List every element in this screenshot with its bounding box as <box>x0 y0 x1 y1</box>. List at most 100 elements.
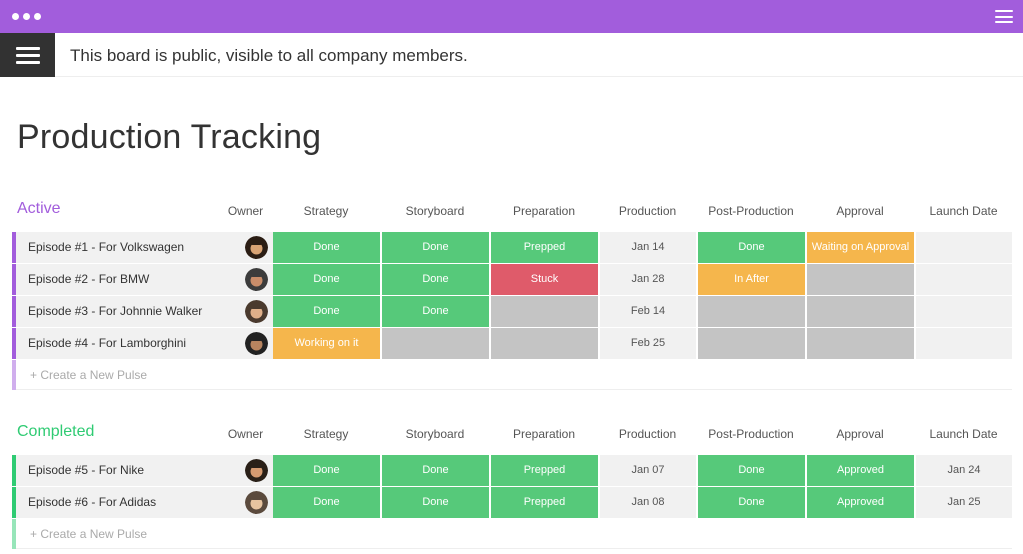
column-header-launch-date[interactable]: Launch Date <box>929 204 998 218</box>
table-row[interactable]: Episode #6 - For Adidas Done Done Prepped Ja… <box>12 487 1012 519</box>
pulse-name[interactable]: Episode #1 - For Volkswagen <box>16 232 231 263</box>
group-header: Completed Owner Strategy Storyboard Preparat… <box>0 423 1023 445</box>
post-status-cell[interactable]: Done <box>698 455 805 486</box>
group-color-stripe <box>12 487 16 518</box>
approval-status-cell[interactable] <box>807 328 914 359</box>
strategy-status-cell[interactable]: Working on it <box>273 328 380 359</box>
column-header-post-production[interactable]: Post-Production <box>708 427 794 441</box>
group-color-stripe <box>12 232 16 263</box>
table-row[interactable]: Episode #4 - For Lamborghini Working on i… <box>12 328 1012 360</box>
table-row[interactable]: Episode #1 - For Volkswagen Done Done Prepp… <box>12 232 1012 264</box>
column-header-preparation[interactable]: Preparation <box>512 427 576 441</box>
column-header-production[interactable]: Production <box>618 204 677 218</box>
column-header-storyboard[interactable]: Storyboard <box>405 427 465 441</box>
hamburger-icon[interactable] <box>0 33 55 77</box>
dots-icon[interactable] <box>12 13 41 20</box>
group-color-stripe <box>12 519 16 549</box>
avatar <box>245 491 268 514</box>
avatar <box>245 236 268 259</box>
pulse-name[interactable]: Episode #2 - For BMW <box>16 264 231 295</box>
board-notice-bar: This board is public, visible to all com… <box>0 33 1023 77</box>
pulse-name[interactable]: Episode #5 - For Nike <box>16 455 231 486</box>
options-menu-icon[interactable] <box>995 10 1013 23</box>
column-header-strategy[interactable]: Strategy <box>303 204 349 218</box>
approval-status-cell[interactable]: Waiting on Approval <box>807 232 914 263</box>
group-color-stripe <box>12 328 16 359</box>
pulse-name[interactable]: Episode #4 - For Lamborghini <box>16 328 231 359</box>
production-date-cell[interactable]: Jan 08 <box>600 487 696 518</box>
approval-status-cell[interactable] <box>807 296 914 327</box>
create-pulse-label[interactable]: + Create a New Pulse <box>30 368 148 382</box>
avatar <box>245 300 268 323</box>
production-date-cell[interactable]: Jan 07 <box>600 455 696 486</box>
group-color-stripe <box>12 296 16 327</box>
strategy-status-cell[interactable]: Done <box>273 232 380 263</box>
preparation-status-cell[interactable]: Stuck <box>491 264 598 295</box>
production-date-cell[interactable]: Jan 14 <box>600 232 696 263</box>
column-header-storyboard[interactable]: Storyboard <box>405 204 465 218</box>
preparation-status-cell[interactable]: Prepped <box>491 232 598 263</box>
create-pulse-row[interactable]: + Create a New Pulse <box>12 519 1012 549</box>
launch-date-cell[interactable] <box>916 296 1012 327</box>
storyboard-status-cell[interactable] <box>382 328 489 359</box>
group-color-stripe <box>12 455 16 486</box>
post-status-cell[interactable]: Done <box>698 232 805 263</box>
preparation-status-cell[interactable] <box>491 328 598 359</box>
approval-status-cell[interactable]: Approved <box>807 455 914 486</box>
avatar <box>245 459 268 482</box>
column-header-approval[interactable]: Approval <box>836 204 884 218</box>
page-title[interactable]: Production Tracking <box>17 118 322 156</box>
post-status-cell[interactable] <box>698 328 805 359</box>
table-row[interactable]: Episode #2 - For BMW Done Done Stuck Jan 28 I… <box>12 264 1012 296</box>
pulse-name[interactable]: Episode #6 - For Adidas <box>16 487 231 518</box>
column-header-preparation[interactable]: Preparation <box>512 204 576 218</box>
column-header-strategy[interactable]: Strategy <box>303 427 349 441</box>
post-status-cell[interactable]: Done <box>698 487 805 518</box>
column-header-owner[interactable]: Owner <box>227 427 264 441</box>
divider <box>16 548 1012 549</box>
avatar <box>245 268 268 291</box>
group-title[interactable]: Active <box>17 200 61 217</box>
column-header-launch-date[interactable]: Launch Date <box>929 427 998 441</box>
group-color-stripe <box>12 264 16 295</box>
preparation-status-cell[interactable]: Prepped <box>491 455 598 486</box>
storyboard-status-cell[interactable]: Done <box>382 455 489 486</box>
avatar <box>245 332 268 355</box>
storyboard-status-cell[interactable]: Done <box>382 296 489 327</box>
preparation-status-cell[interactable]: Prepped <box>491 487 598 518</box>
production-date-cell[interactable]: Feb 25 <box>600 328 696 359</box>
post-status-cell[interactable] <box>698 296 805 327</box>
column-header-post-production[interactable]: Post-Production <box>708 204 794 218</box>
create-pulse-row[interactable]: + Create a New Pulse <box>12 360 1012 390</box>
launch-date-cell[interactable] <box>916 264 1012 295</box>
window-titlebar <box>0 0 1023 33</box>
public-board-notice: This board is public, visible to all com… <box>70 46 468 65</box>
approval-status-cell[interactable]: Approved <box>807 487 914 518</box>
table-row[interactable]: Episode #5 - For Nike Done Done Prepped Jan … <box>12 455 1012 487</box>
launch-date-cell[interactable] <box>916 328 1012 359</box>
storyboard-status-cell[interactable]: Done <box>382 487 489 518</box>
approval-status-cell[interactable] <box>807 264 914 295</box>
group-color-stripe <box>12 360 16 390</box>
production-date-cell[interactable]: Jan 28 <box>600 264 696 295</box>
post-status-cell[interactable]: In After <box>698 264 805 295</box>
column-header-approval[interactable]: Approval <box>836 427 884 441</box>
launch-date-cell[interactable] <box>916 232 1012 263</box>
column-header-production[interactable]: Production <box>618 427 677 441</box>
create-pulse-label[interactable]: + Create a New Pulse <box>30 527 148 541</box>
production-date-cell[interactable]: Feb 14 <box>600 296 696 327</box>
column-header-owner[interactable]: Owner <box>227 204 264 218</box>
strategy-status-cell[interactable]: Done <box>273 264 380 295</box>
pulse-name[interactable]: Episode #3 - For Johnnie Walker <box>16 296 231 327</box>
divider <box>16 389 1012 390</box>
launch-date-cell[interactable]: Jan 25 <box>916 487 1012 518</box>
launch-date-cell[interactable]: Jan 24 <box>916 455 1012 486</box>
strategy-status-cell[interactable]: Done <box>273 296 380 327</box>
table-row[interactable]: Episode #3 - For Johnnie Walker Done Done F… <box>12 296 1012 328</box>
storyboard-status-cell[interactable]: Done <box>382 232 489 263</box>
strategy-status-cell[interactable]: Done <box>273 487 380 518</box>
group-title[interactable]: Completed <box>17 423 95 440</box>
storyboard-status-cell[interactable]: Done <box>382 264 489 295</box>
preparation-status-cell[interactable] <box>491 296 598 327</box>
strategy-status-cell[interactable]: Done <box>273 455 380 486</box>
